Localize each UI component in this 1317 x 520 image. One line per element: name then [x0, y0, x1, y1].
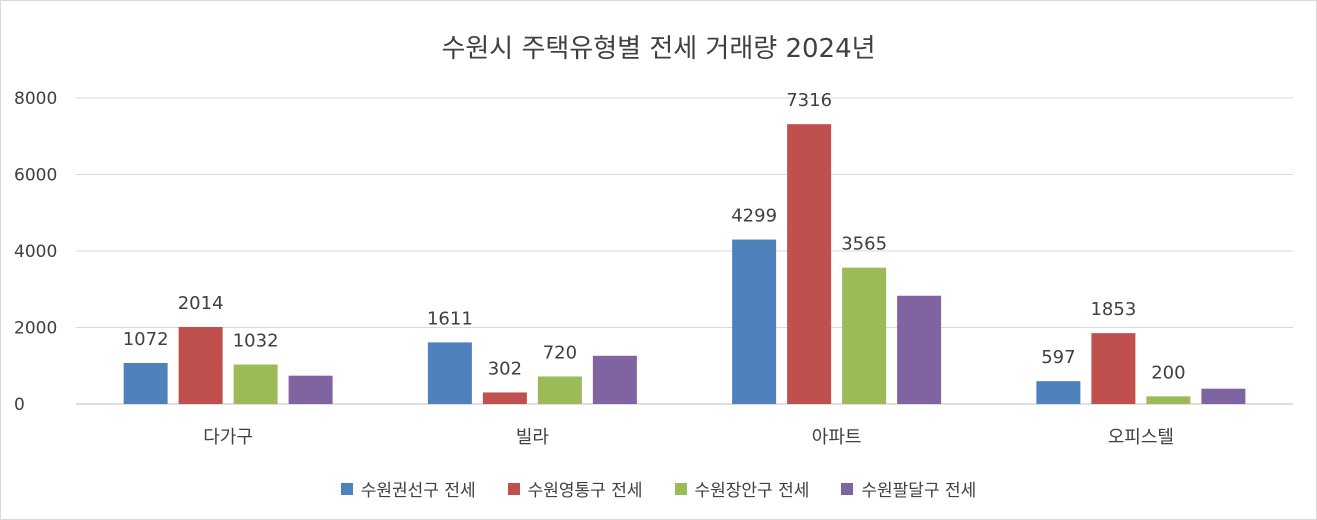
data-label: 720	[543, 342, 577, 363]
y-tick-label: 0	[14, 395, 25, 415]
y-tick-label: 6000	[14, 166, 57, 186]
legend-label: 수원팔달구 전세	[861, 481, 977, 501]
legend: 수원권선구 전세 수원영통구 전세 수원장안구 전세 수원팔달구 전세	[0, 476, 1317, 501]
data-label: 200	[1151, 362, 1185, 383]
data-label: 302	[488, 358, 522, 379]
legend-label: 수원장안구 전세	[694, 481, 810, 501]
bar	[482, 392, 527, 404]
bar	[1091, 333, 1136, 404]
legend-label: 수원권선구 전세	[360, 481, 476, 501]
data-label: 1611	[427, 308, 473, 329]
bar	[427, 342, 472, 404]
x-category-label: 오피스텔	[1108, 427, 1174, 448]
gridlines	[76, 97, 1293, 405]
legend-swatch	[841, 482, 854, 495]
data-labels: 1072 2014 1032 1611 302 720 4299 7316 3565 597 185…	[123, 90, 1186, 383]
x-category-label: 아파트	[812, 427, 862, 448]
data-label: 1072	[123, 329, 169, 350]
legend-item: 수원권선구 전세	[340, 476, 476, 501]
legend-swatch	[340, 482, 353, 495]
legend-item: 수원영통구 전세	[507, 476, 643, 501]
data-label: 1032	[233, 331, 279, 352]
y-axis-ticks: 0 2000 4000 6000 8000	[14, 89, 57, 415]
bar	[537, 376, 582, 404]
legend-item: 수원장안구 전세	[674, 476, 810, 501]
bar	[1036, 381, 1081, 404]
data-label: 3565	[841, 234, 887, 255]
x-axis-categories: 다가구 빌라 아파트 오피스텔	[203, 427, 1174, 448]
bar	[123, 362, 168, 404]
bar	[1201, 388, 1246, 404]
data-label: 1853	[1090, 299, 1136, 320]
bar	[787, 124, 832, 405]
legend-label: 수원영통구 전세	[527, 481, 643, 501]
chart-title: 수원시 주택유형별 전세 거래량 2024년	[441, 34, 876, 64]
legend-item: 수원팔달구 전세	[841, 476, 976, 501]
bar	[1146, 396, 1191, 404]
data-label: 597	[1041, 347, 1075, 368]
x-category-label: 다가구	[203, 427, 253, 448]
y-tick-label: 4000	[14, 242, 57, 262]
y-tick-label: 8000	[14, 89, 57, 109]
data-label: 7316	[786, 90, 832, 111]
legend-swatch	[674, 482, 687, 495]
bar	[592, 355, 637, 404]
bar	[233, 364, 278, 404]
bar	[732, 239, 777, 404]
y-tick-label: 2000	[14, 319, 57, 339]
x-category-label: 빌라	[516, 427, 550, 448]
bar	[842, 267, 887, 404]
bar	[178, 326, 223, 404]
bars	[123, 124, 1246, 405]
legend-swatch	[507, 482, 520, 495]
bar	[288, 375, 333, 404]
data-label: 4299	[731, 206, 777, 227]
bar	[897, 295, 942, 404]
data-label: 2014	[178, 293, 224, 314]
